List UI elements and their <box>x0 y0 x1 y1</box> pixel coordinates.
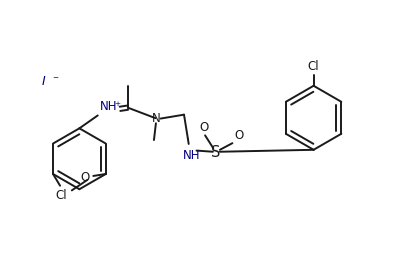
Text: O: O <box>234 129 243 142</box>
Text: S: S <box>211 145 221 160</box>
Text: N: N <box>152 112 160 125</box>
Text: NH: NH <box>183 149 201 162</box>
Text: $^+$: $^+$ <box>112 101 121 111</box>
Text: O: O <box>199 121 208 134</box>
Text: I: I <box>42 75 45 88</box>
Text: O: O <box>80 171 89 184</box>
Text: $^-$: $^-$ <box>51 75 60 85</box>
Text: NH: NH <box>100 100 117 113</box>
Text: Cl: Cl <box>55 189 67 202</box>
Text: Cl: Cl <box>308 60 320 73</box>
